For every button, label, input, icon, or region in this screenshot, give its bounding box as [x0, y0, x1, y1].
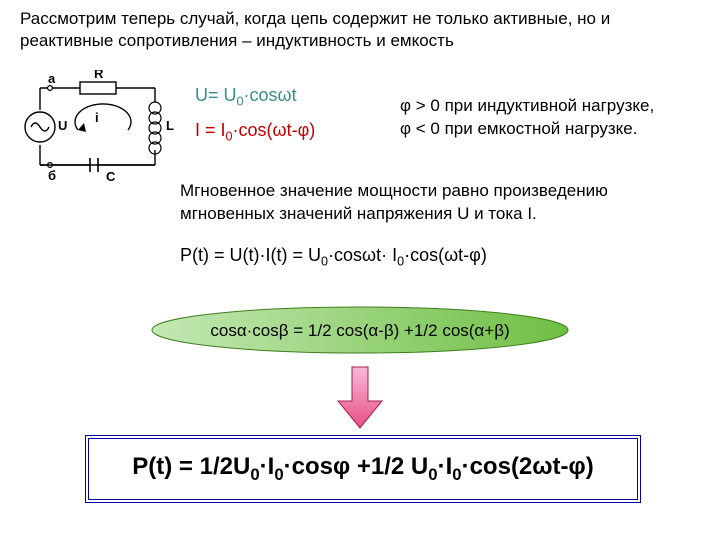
pt-p1: P(t) = U(t)·I(t) = U	[180, 245, 321, 265]
pt-p3: ·cos(ωt-φ)	[404, 245, 487, 265]
formula-voltage: U= U0·cosωt	[195, 85, 297, 109]
res-s2: 0	[274, 465, 283, 484]
phase-line-1: φ > 0 при индуктивной нагрузке,	[400, 95, 700, 118]
svg-text:i: i	[95, 110, 99, 125]
formula-u-post: ·cosωt	[244, 85, 297, 105]
res-s4: 0	[452, 465, 461, 484]
res-p2: ·I	[260, 453, 275, 480]
svg-text:U: U	[58, 118, 67, 133]
pt-p2: ·cosωt· I	[328, 245, 397, 265]
res-p5: ·cos(2ωt-φ)	[462, 453, 594, 480]
result-formula-box: P(t) = 1/2U0·I0·cosφ +1/2 U0·I0·cos(2ωt-…	[85, 435, 641, 503]
res-p4: ·I	[438, 453, 453, 480]
intro-text: Рассмотрим теперь случай, когда цепь сод…	[20, 8, 700, 52]
svg-text:L: L	[166, 118, 174, 133]
formula-current: I = I0·cos(ωt-φ)	[195, 120, 315, 144]
phase-conditions: φ > 0 при индуктивной нагрузке, φ < 0 пр…	[400, 95, 700, 141]
formula-i-pre: I = I	[195, 120, 226, 140]
formula-u-pre: U= U	[195, 85, 237, 105]
svg-text:R: R	[94, 70, 104, 81]
arrow-down-icon	[335, 365, 385, 435]
res-s3: 0	[428, 465, 437, 484]
instant-power-text: Мгновенное значение мощности равно произ…	[180, 180, 700, 226]
svg-text:C: C	[106, 169, 116, 184]
pt-formula: P(t) = U(t)·I(t) = U0·cosωt· I0·cos(ωt-φ…	[180, 245, 487, 269]
phase-line-2: φ < 0 при емкостной нагрузке.	[400, 118, 700, 141]
svg-text:б: б	[48, 168, 56, 183]
formula-u-sub: 0	[237, 95, 244, 109]
formula-i-sub: 0	[226, 130, 233, 144]
pt-s1: 0	[321, 255, 328, 269]
formula-i-post: ·cos(ωt-φ)	[233, 120, 316, 140]
res-p3: ·cosφ +1/2 U	[284, 453, 429, 480]
res-s1: 0	[250, 465, 259, 484]
trig-identity-text: cosα·cosβ = 1/2 cos(α-β) +1/2 cos(α+β)	[210, 321, 509, 340]
svg-text:a: a	[48, 71, 56, 86]
circuit-diagram: a б R L C U i	[20, 70, 175, 190]
trig-identity-ellipse: cosα·cosβ = 1/2 cos(α-β) +1/2 cos(α+β)	[150, 305, 570, 360]
res-p1: P(t) = 1/2U	[132, 453, 250, 480]
